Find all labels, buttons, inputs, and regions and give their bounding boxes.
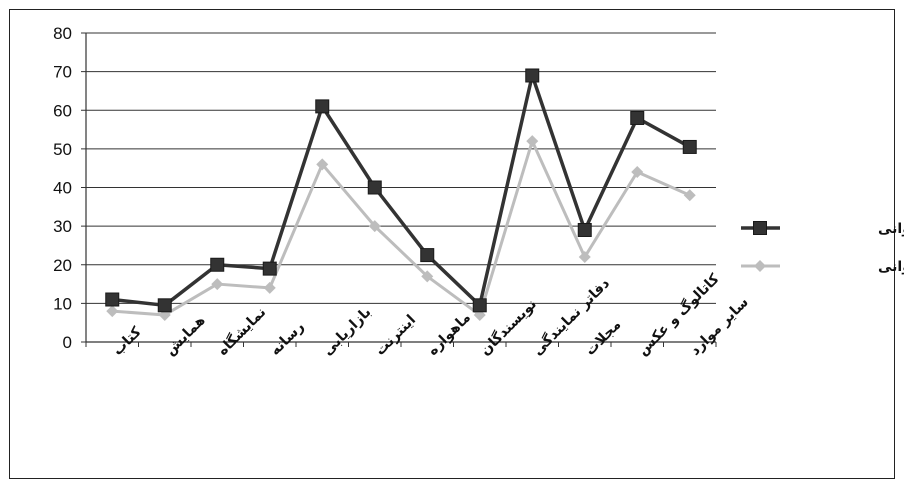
y-tick-label: 40 [53,179,72,198]
data-point [315,99,330,114]
data-point [683,189,696,202]
data-point [682,139,697,154]
x-tick-label: مجلات [582,317,624,359]
legend: درصد فراوانی فراوانی [741,221,904,275]
data-point [210,257,225,272]
y-tick-label: 20 [53,256,72,275]
data-point [578,251,591,264]
legend-label: فراوانی [878,259,904,275]
data-point [421,270,434,283]
legend-marker [754,260,766,272]
data-point [631,166,644,179]
legend-item-2: فراوانی [741,259,904,275]
gridlines [86,32,716,304]
data-point [211,278,224,291]
y-tick-label: 60 [53,101,72,120]
series-layer [105,68,697,321]
data-point [157,298,172,313]
x-tick-label: ماهواره [425,310,474,359]
y-tick-label: 50 [53,140,72,159]
data-point [367,180,382,195]
data-point [420,248,435,263]
x-tick-label: همایش [162,313,208,359]
legend-label: درصد فراوانی [878,221,904,237]
y-tick-label: 80 [53,24,72,43]
data-point [368,220,381,233]
series-1 [105,68,697,313]
chart-frame [9,9,895,479]
series-line [112,139,691,317]
series-line [112,73,691,308]
x-tick-label: بازاریابی [320,304,375,359]
data-point [105,292,120,307]
data-point [106,305,119,318]
data-point [526,135,539,148]
data-point [630,110,645,125]
data-point [472,298,487,313]
y-tick-label: 0 [63,333,72,352]
series-2 [106,135,696,321]
y-tick-label: 10 [53,294,72,313]
data-point [262,261,277,276]
x-tick-label: رسانه [267,319,307,359]
y-axis-ticks: 0 10 20 30 40 50 60 70 80 [53,24,86,352]
legend-item-1: درصد فراوانی [741,221,904,237]
y-tick-label: 30 [53,217,72,236]
data-point [577,222,592,237]
x-tick-label: اینترنت [372,312,419,359]
data-point [525,68,540,83]
data-point [263,281,276,294]
y-tick-label: 70 [53,63,72,82]
data-point [316,158,329,171]
legend-marker [753,221,767,235]
x-tick-label: نمایشگاه [214,304,269,359]
x-tick-label: کتاب [110,323,145,358]
